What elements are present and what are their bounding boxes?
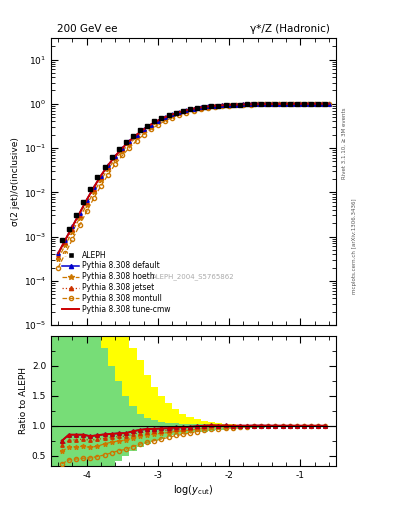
Text: γ*/Z (Hadronic): γ*/Z (Hadronic) [250, 24, 330, 34]
Text: mcplots.cern.ch [arXiv:1306.3436]: mcplots.cern.ch [arXiv:1306.3436] [352, 198, 357, 293]
Y-axis label: σ(2 jet)/σ(inclusive): σ(2 jet)/σ(inclusive) [11, 137, 20, 226]
Text: Rivet 3.1.10, ≥ 3M events: Rivet 3.1.10, ≥ 3M events [342, 108, 347, 179]
X-axis label: $\log(y_\mathrm{cut})$: $\log(y_\mathrm{cut})$ [173, 482, 214, 497]
Text: 200 GeV ee: 200 GeV ee [57, 24, 117, 34]
Text: ALEPH_2004_S5765862: ALEPH_2004_S5765862 [152, 273, 235, 280]
Legend: ALEPH, Pythia 8.308 default, Pythia 8.308 hoeth, Pythia 8.308 jetset, Pythia 8.3: ALEPH, Pythia 8.308 default, Pythia 8.30… [61, 249, 172, 315]
Y-axis label: Ratio to ALEPH: Ratio to ALEPH [19, 367, 28, 434]
